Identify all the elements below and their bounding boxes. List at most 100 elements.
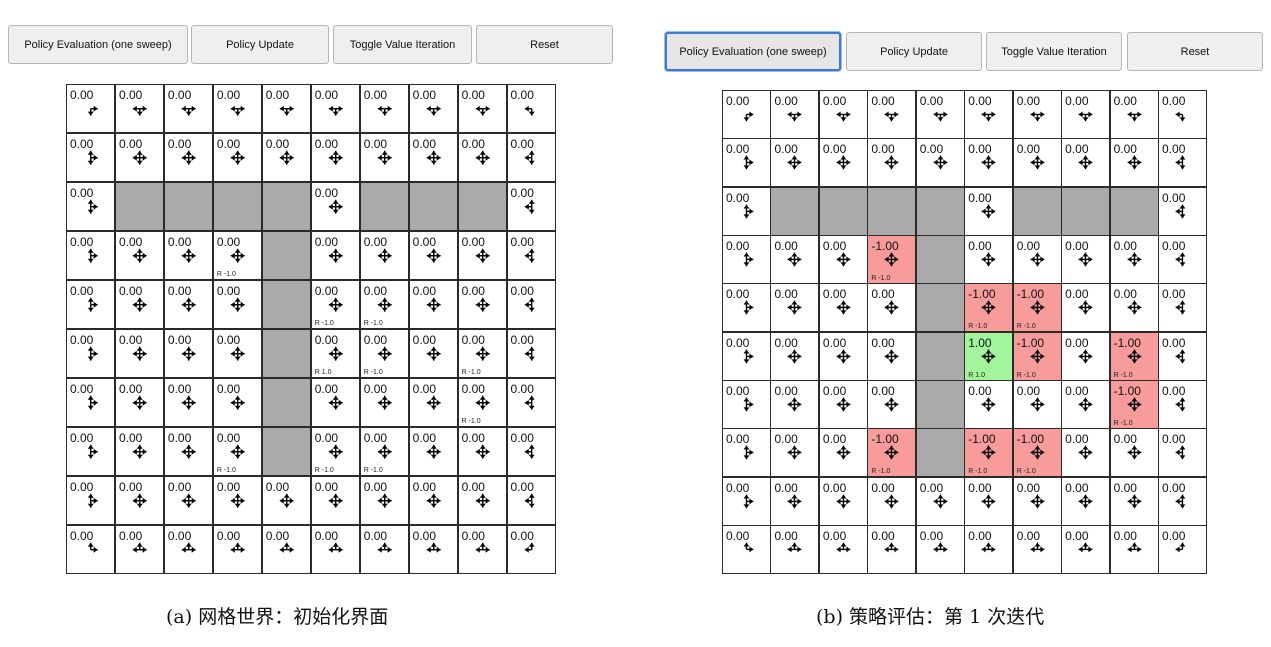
grid-cell[interactable]: 0.00 (1013, 139, 1061, 187)
grid-cell[interactable]: 0.00 (360, 476, 409, 525)
wall-cell[interactable] (819, 187, 867, 235)
grid-cell[interactable]: 0.00 (507, 85, 555, 133)
grid-cell[interactable]: 0.00 (1159, 381, 1206, 428)
grid-cell[interactable]: 0.00 (819, 284, 867, 332)
grid-cell[interactable]: 0.00 (723, 91, 770, 138)
grid-cell[interactable]: 0.00 (262, 85, 311, 133)
grid-cell[interactable]: 0.00 (409, 525, 458, 573)
grid-cell[interactable]: 0.00 (723, 139, 770, 187)
grid-cell[interactable]: 0.00 (507, 427, 555, 476)
grid-cell[interactable]: 0.00 (409, 427, 458, 476)
grid-cell[interactable]: 0.00 (723, 477, 770, 525)
grid-cell[interactable]: 0.00 (115, 329, 164, 378)
grid-cell[interactable]: 0.00 (164, 476, 213, 525)
grid-cell[interactable]: 0.00 (409, 378, 458, 427)
grid-cell[interactable]: 0.00 (458, 427, 507, 476)
grid-cell[interactable]: 0.00 (1159, 284, 1206, 332)
wall-cell[interactable] (916, 332, 964, 380)
wall-cell[interactable] (1110, 187, 1158, 235)
grid-cell[interactable]: 0.00 (1110, 236, 1158, 283)
grid-cell[interactable]: 0.00 (409, 85, 458, 133)
toggle-value-iteration-button[interactable]: Toggle Value Iteration (333, 25, 472, 64)
grid-cell[interactable]: 0.00 (409, 329, 458, 378)
grid-cell[interactable]: 0.00 (213, 476, 262, 525)
grid-cell[interactable]: 0.00 (409, 133, 458, 182)
grid-cell[interactable]: 0.00 (67, 231, 115, 280)
grid-cell[interactable]: 0.00 (771, 139, 819, 187)
wall-cell[interactable] (213, 182, 262, 231)
grid-cell[interactable]: 0.00 (507, 329, 555, 378)
grid-cell[interactable]: 0.00 (164, 85, 213, 133)
grid-cell[interactable]: 0.00 (1110, 284, 1158, 332)
grid-cell[interactable]: 0.00 (1159, 477, 1206, 525)
grid-cell[interactable]: 0.00 (1159, 91, 1206, 138)
grid-cell[interactable]: 0.00 (115, 427, 164, 476)
grid-cell[interactable]: 0.00 (67, 182, 115, 231)
wall-cell[interactable] (360, 182, 409, 231)
grid-cell[interactable]: 0.00 (1159, 236, 1206, 283)
grid-cell[interactable]: 0.00 (311, 133, 360, 182)
grid-cell[interactable]: 0.00 (1159, 429, 1206, 477)
grid-cell[interactable]: 0.00 (1062, 284, 1110, 332)
grid-cell[interactable]: -1.00 R -1.0 (965, 429, 1013, 477)
wall-cell[interactable] (916, 381, 964, 428)
grid-cell[interactable]: 0.00 (868, 91, 916, 138)
grid-cell[interactable]: 0.00 (1110, 526, 1158, 573)
policy-update-button[interactable]: Policy Update (191, 25, 329, 64)
grid-cell[interactable]: 0.00 (213, 329, 262, 378)
grid-cell[interactable]: 0.00 (115, 280, 164, 329)
grid-cell[interactable]: 0.00 (723, 236, 770, 283)
grid-cell[interactable]: 0.00 (1159, 332, 1206, 380)
grid-cell[interactable]: -1.00 R -1.0 (1013, 284, 1061, 332)
grid-cell[interactable]: -1.00 R -1.0 (868, 236, 916, 283)
grid-cell[interactable]: 0.00 (771, 526, 819, 573)
grid-cell[interactable]: 0.00 (213, 280, 262, 329)
grid-cell[interactable]: 0.00 (916, 91, 964, 138)
grid-cell[interactable]: 0.00 (1062, 91, 1110, 138)
grid-cell[interactable]: 0.00 (458, 280, 507, 329)
wall-cell[interactable] (916, 236, 964, 283)
grid-cell[interactable]: 0.00 (409, 280, 458, 329)
wall-cell[interactable] (262, 231, 311, 280)
wall-cell[interactable] (262, 280, 311, 329)
grid-cell[interactable]: 0.00 R -1.0 (458, 378, 507, 427)
grid-cell[interactable]: 0.00 (819, 429, 867, 477)
grid-cell[interactable]: 0.00 R -1.0 (360, 280, 409, 329)
grid-cell[interactable]: 0.00 (1159, 526, 1206, 573)
reset-button[interactable]: Reset (1127, 32, 1263, 71)
grid-cell[interactable]: 0.00 (965, 236, 1013, 283)
grid-cell[interactable]: 0.00 (868, 332, 916, 380)
grid-cell[interactable]: 0.00 (965, 139, 1013, 187)
grid-cell[interactable]: 0.00 (507, 231, 555, 280)
wall-cell[interactable] (1013, 187, 1061, 235)
grid-cell[interactable]: 0.00 R -1.0 (360, 329, 409, 378)
grid-cell[interactable]: 0.00 (67, 378, 115, 427)
grid-cell[interactable]: 0.00 (507, 525, 555, 573)
grid-cell[interactable]: 0.00 (1110, 429, 1158, 477)
grid-cell[interactable]: 0.00 R -1.0 (213, 231, 262, 280)
grid-cell[interactable]: 0.00 (723, 429, 770, 477)
grid-cell[interactable]: 0.00 (164, 231, 213, 280)
grid-cell[interactable]: -1.00 R -1.0 (1110, 381, 1158, 428)
grid-cell[interactable]: 0.00 (213, 133, 262, 182)
grid-cell[interactable]: 0.00 (819, 139, 867, 187)
grid-cell[interactable]: 0.00 (262, 525, 311, 573)
wall-cell[interactable] (1062, 187, 1110, 235)
wall-cell[interactable] (916, 284, 964, 332)
grid-cell[interactable]: 0.00 (771, 381, 819, 428)
grid-cell[interactable]: 0.00 (311, 525, 360, 573)
grid-cell[interactable]: 0.00 R -1.0 (213, 427, 262, 476)
grid-cell[interactable]: 0.00 (115, 378, 164, 427)
grid-cell[interactable]: 0.00 (311, 378, 360, 427)
wall-cell[interactable] (115, 182, 164, 231)
grid-cell[interactable]: 0.00 (213, 85, 262, 133)
grid-cell[interactable]: 0.00 (868, 139, 916, 187)
wall-cell[interactable] (262, 329, 311, 378)
grid-cell[interactable]: 0.00 (262, 476, 311, 525)
grid-cell[interactable]: 0.00 (819, 526, 867, 573)
grid-cell[interactable]: 0.00 (458, 476, 507, 525)
grid-cell[interactable]: 0.00 (723, 332, 770, 380)
wall-cell[interactable] (916, 429, 964, 477)
grid-cell[interactable]: 0.00 (1159, 187, 1206, 235)
grid-cell[interactable]: 0.00 (819, 381, 867, 428)
